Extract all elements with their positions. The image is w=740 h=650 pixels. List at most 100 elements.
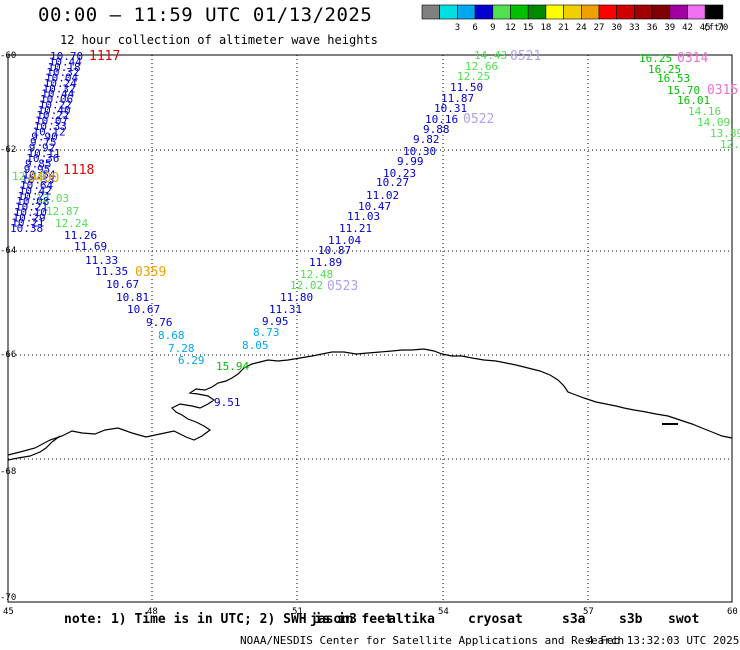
legend-swatch	[687, 4, 706, 20]
pass-time-label: 0400	[28, 171, 59, 186]
legend-tick-label: 39	[664, 23, 675, 33]
legend-tick-label: 3	[455, 23, 460, 33]
wave-height-label: 10.44	[41, 88, 74, 101]
wave-height-label: 12.19	[12, 170, 45, 183]
legend-swatch	[527, 4, 547, 20]
legend-tick-label: 70	[717, 23, 728, 33]
legend-swatch	[580, 4, 600, 20]
wave-height-label: 10.21	[11, 217, 44, 230]
wave-height-label: 13.89	[710, 127, 740, 140]
wave-height-label: 10.54	[23, 168, 56, 181]
wave-height-label: 11.33	[85, 254, 118, 267]
wave-height-label: 9.92	[29, 141, 56, 154]
wave-height-label: 12.87	[46, 205, 79, 218]
legend-swatch	[598, 4, 618, 20]
legend-tick-label: 33	[629, 23, 640, 33]
legend-swatch	[421, 4, 441, 20]
legend-swatch	[651, 4, 671, 20]
wave-height-label: 12.02	[290, 279, 323, 292]
wave-height-label: 11.50	[450, 81, 483, 94]
wave-height-label: 11.02	[366, 189, 399, 202]
wave-height-label: 11.26	[64, 229, 97, 242]
legend-cryosat: cryosat	[468, 612, 523, 627]
wave-height-label: 10.10	[14, 206, 47, 219]
wave-height-label: 10.24	[44, 77, 77, 90]
map-border	[7, 54, 733, 603]
pass-time-label: 0522	[463, 112, 494, 127]
coastline-bay-west	[7, 435, 61, 461]
latitude-label: -60	[0, 51, 16, 61]
wave-height-label: 11.31	[269, 303, 302, 316]
wave-height-label: 11.87	[441, 92, 474, 105]
legend-tick-label: 18	[540, 23, 551, 33]
pass-time-label: 0315	[707, 83, 738, 98]
wave-height-label: 10.21	[18, 190, 51, 203]
legend-tick-label: 42	[682, 23, 693, 33]
wave-height-label: 10.12	[33, 125, 66, 138]
wave-height-label: 11.21	[339, 222, 372, 235]
wave-height-label: 10.67	[106, 278, 139, 291]
latitude-label: -66	[0, 350, 16, 360]
legend-tick-label: 27	[594, 23, 605, 33]
pass-time-label: 1118	[63, 163, 94, 178]
wave-height-label: 9.95	[24, 163, 51, 176]
map-frame	[7, 54, 733, 603]
wave-height-label: 10.47	[358, 200, 391, 213]
wave-height-label: 10.07	[35, 115, 68, 128]
wave-height-label: 9.90	[31, 131, 58, 144]
wave-height-label: 10.38	[10, 222, 43, 235]
wave-height-label: 10.67	[127, 303, 160, 316]
wave-height-label: 10.40	[38, 104, 71, 117]
wave-height-label: 11.35	[95, 265, 128, 278]
legend-tick-label: 6	[472, 23, 477, 33]
wave-height-label: 7.28	[168, 342, 195, 355]
wave-height-label: 10.70	[50, 50, 83, 63]
longitude-label: 48	[147, 607, 158, 617]
wave-height-label: 9.75	[30, 136, 57, 149]
wave-height-label: 9.95	[262, 315, 289, 328]
legend-tick-label: 30	[611, 23, 622, 33]
footer-date: 4 Feb 13:32:03 UTC 2025	[587, 634, 740, 647]
wave-height-label: 16.25	[639, 52, 672, 65]
legend-swatch	[510, 4, 529, 20]
wave-height-label: 11.80	[280, 291, 313, 304]
wave-height-label: 10.33	[34, 120, 67, 133]
map-title: 00:00 – 11:59 UTC 01/13/2025	[38, 4, 373, 26]
longitude-label: 51	[292, 607, 303, 617]
wave-height-label: 11.03	[347, 210, 380, 223]
wave-height-label: 9.82	[413, 133, 440, 146]
wave-height-label: 16.25	[648, 63, 681, 76]
pass-time-label: 0314	[677, 51, 708, 66]
longitude-label: 60	[727, 607, 738, 617]
wave-height-label: 10.06	[40, 93, 73, 106]
wave-height-label: 9.88	[423, 123, 450, 136]
altimeter-tracks: 10.7010.4410.1810.3210.0410.2410.3210.44…	[10, 49, 740, 409]
legend-swot: swot	[668, 612, 700, 627]
wave-height-label: 11.69	[74, 240, 107, 253]
wave-height-label: 10.29	[13, 211, 46, 224]
antarctic-coastline	[7, 348, 733, 461]
coastline-main	[7, 348, 733, 456]
wave-height-label: 10.31	[434, 102, 467, 115]
latitude-label: -64	[0, 246, 16, 256]
wave-height-label: 15.70	[667, 84, 700, 97]
wave-height-label: 14.43	[474, 49, 507, 62]
wave-height-label: 9.85	[25, 158, 52, 171]
wave-height-label: 10.33	[21, 174, 54, 187]
wave-height-label: 16.01	[677, 94, 710, 107]
longitude-label: 54	[438, 607, 449, 617]
wave-height-label: 8.05	[242, 339, 269, 352]
legend-swatch	[457, 4, 476, 20]
legend-tick-label: 15	[523, 23, 534, 33]
legend-swatch	[634, 4, 653, 20]
legend-tick-label: 24	[576, 23, 587, 33]
wave-height-label: 12.66	[465, 60, 498, 73]
wave-height-label: 9.76	[146, 316, 173, 329]
legend-tick-label: 12	[505, 23, 516, 33]
legend-unit: (ft)	[703, 23, 725, 33]
legend-tick-label: 21	[558, 23, 569, 33]
wave-height-label: 10.42	[19, 184, 52, 197]
legend-tick-label: 45	[700, 23, 711, 33]
wave-height-label: 11.89	[309, 256, 342, 269]
